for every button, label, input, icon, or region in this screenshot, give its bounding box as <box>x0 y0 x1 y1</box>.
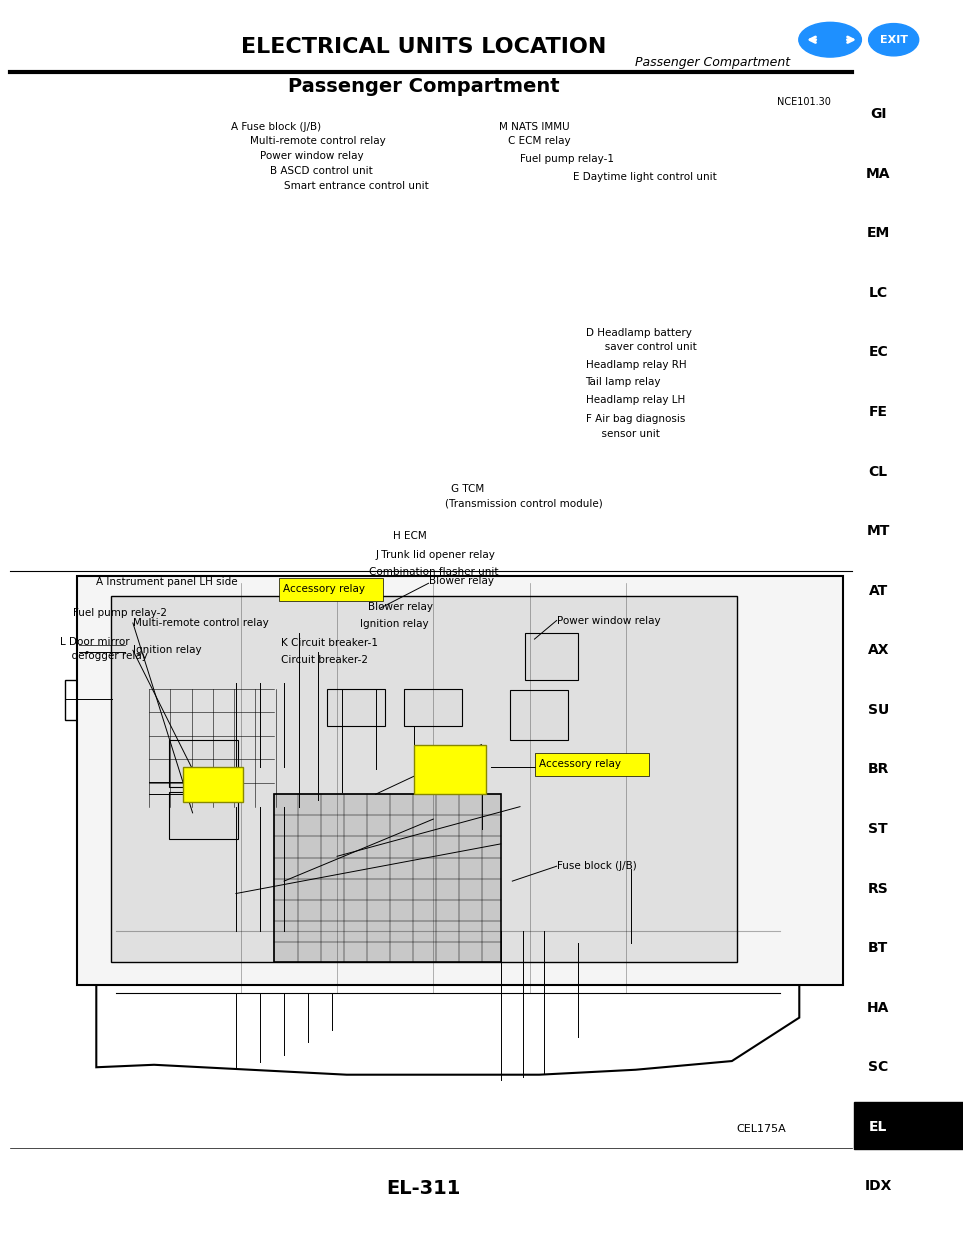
Bar <box>414 720 470 779</box>
Text: K Circuit breaker-1: K Circuit breaker-1 <box>281 638 378 648</box>
Text: MT: MT <box>867 524 890 539</box>
Text: AX: AX <box>868 643 889 658</box>
Text: Passenger Compartment: Passenger Compartment <box>288 77 560 97</box>
Bar <box>568 817 614 879</box>
Bar <box>111 596 737 962</box>
Text: Passenger Compartment: Passenger Compartment <box>635 56 790 68</box>
Text: C ECM relay: C ECM relay <box>508 137 571 146</box>
Bar <box>77 576 843 985</box>
Text: F Air bag diagnosis: F Air bag diagnosis <box>586 414 685 424</box>
Text: Power window relay: Power window relay <box>260 151 364 161</box>
Text: EL-311: EL-311 <box>386 1179 461 1199</box>
Bar <box>549 866 566 894</box>
Text: ELECTRICAL UNITS LOCATION: ELECTRICAL UNITS LOCATION <box>241 37 607 57</box>
Bar <box>854 1102 963 1149</box>
Bar <box>274 794 501 962</box>
Text: BR: BR <box>868 762 889 777</box>
Text: EXIT: EXIT <box>879 35 908 45</box>
Bar <box>183 767 243 802</box>
Text: L Door mirror: L Door mirror <box>60 637 129 647</box>
Text: Power window relay: Power window relay <box>557 616 661 625</box>
Bar <box>414 745 486 794</box>
Text: G TCM: G TCM <box>451 484 484 494</box>
Bar <box>233 665 252 696</box>
Text: FE: FE <box>869 405 888 419</box>
Text: Blower relay: Blower relay <box>368 602 432 612</box>
Text: Fuel pump relay-1: Fuel pump relay-1 <box>520 154 614 164</box>
Bar <box>510 690 568 740</box>
Bar <box>327 689 385 726</box>
Text: Fuse block (J/B): Fuse block (J/B) <box>557 861 637 871</box>
Bar <box>169 740 238 787</box>
Text: D Headlamp battery: D Headlamp battery <box>586 328 691 338</box>
Bar <box>525 633 578 680</box>
Bar <box>477 732 539 792</box>
Bar <box>510 866 528 894</box>
Text: A Fuse block (J/B): A Fuse block (J/B) <box>231 122 322 132</box>
Bar <box>279 578 383 601</box>
Text: MA: MA <box>866 166 891 181</box>
Text: AT: AT <box>869 583 888 598</box>
Bar <box>277 665 297 696</box>
Text: Ignition relay: Ignition relay <box>133 645 201 655</box>
Text: RS: RS <box>868 881 889 896</box>
Text: SC: SC <box>868 1060 889 1075</box>
Text: sensor unit: sensor unit <box>595 429 660 439</box>
Text: EL: EL <box>869 1119 888 1134</box>
Bar <box>255 665 274 696</box>
Text: IDX: IDX <box>865 1179 892 1194</box>
Text: M NATS IMMU: M NATS IMMU <box>499 122 569 132</box>
Text: A Instrument panel LH side: A Instrument panel LH side <box>96 577 238 587</box>
Text: Combination flasher unit: Combination flasher unit <box>369 567 498 577</box>
Ellipse shape <box>798 22 861 57</box>
Text: CEL175A: CEL175A <box>736 1124 786 1134</box>
Text: EC: EC <box>869 345 888 360</box>
Text: SU: SU <box>868 702 889 717</box>
Bar <box>614 732 667 804</box>
Text: Accessory relay: Accessory relay <box>283 585 365 594</box>
Bar <box>79 630 125 678</box>
Text: GI: GI <box>870 107 887 122</box>
Text: Accessory relay: Accessory relay <box>539 759 621 769</box>
Text: defogger relay: defogger relay <box>65 652 148 661</box>
Bar <box>149 689 274 807</box>
Text: J Trunk lid opener relay: J Trunk lid opener relay <box>376 550 495 560</box>
Bar <box>65 680 112 720</box>
Bar <box>535 753 649 776</box>
Bar <box>169 792 238 839</box>
Text: LC: LC <box>869 285 888 300</box>
Text: B ASCD control unit: B ASCD control unit <box>270 166 373 176</box>
Text: BT: BT <box>868 941 889 956</box>
Text: H ECM: H ECM <box>393 531 427 541</box>
Text: HA: HA <box>867 1000 890 1015</box>
Bar <box>342 732 407 792</box>
Text: (Transmission control module): (Transmission control module) <box>445 499 603 509</box>
Text: Fuel pump relay-2: Fuel pump relay-2 <box>73 608 168 618</box>
Text: Multi-remote control relay: Multi-remote control relay <box>133 618 269 628</box>
Text: Headlamp relay LH: Headlamp relay LH <box>586 395 685 405</box>
Bar <box>404 689 462 726</box>
Text: Ignition relay: Ignition relay <box>360 619 429 629</box>
Bar <box>510 819 557 879</box>
Text: CL: CL <box>869 464 888 479</box>
Text: Headlamp relay RH: Headlamp relay RH <box>586 360 686 370</box>
Text: saver control unit: saver control unit <box>595 343 697 352</box>
Text: EM: EM <box>867 226 890 241</box>
Text: Tail lamp relay: Tail lamp relay <box>586 377 661 387</box>
Text: Circuit breaker-2: Circuit breaker-2 <box>281 655 368 665</box>
Text: NCE101.30: NCE101.30 <box>777 97 831 107</box>
Text: Blower relay: Blower relay <box>429 576 493 586</box>
Bar <box>530 866 547 894</box>
Ellipse shape <box>869 24 919 56</box>
Text: ST: ST <box>869 822 888 836</box>
Text: Multi-remote control relay: Multi-remote control relay <box>250 137 386 146</box>
Text: E Daytime light control unit: E Daytime light control unit <box>573 172 716 182</box>
Text: Smart entrance control unit: Smart entrance control unit <box>284 181 429 191</box>
